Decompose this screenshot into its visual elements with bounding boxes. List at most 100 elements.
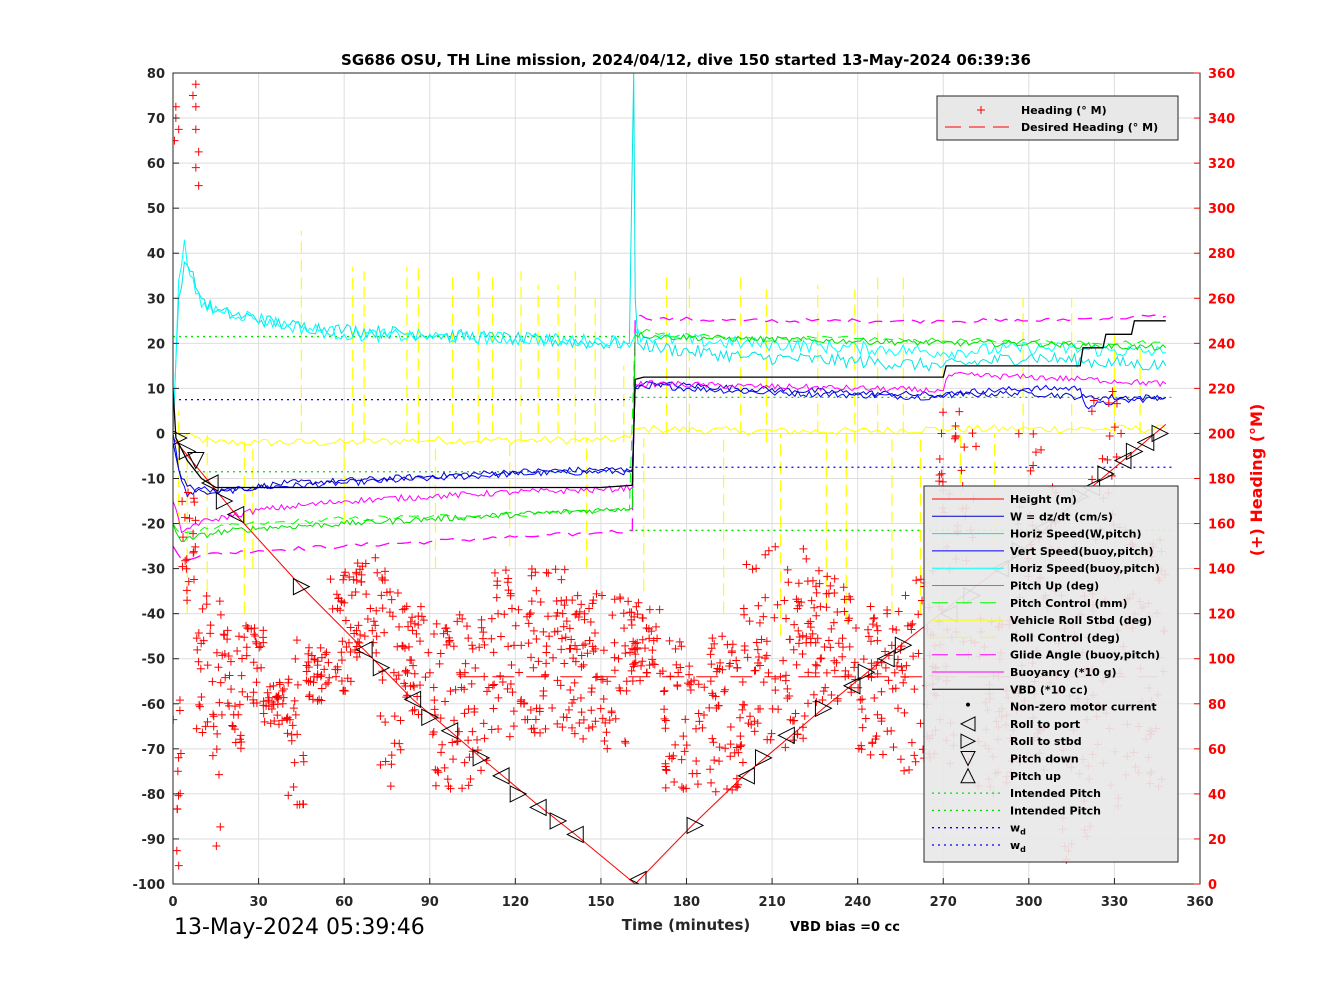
heading-point xyxy=(700,683,709,692)
heading-point xyxy=(293,800,302,809)
heading-point xyxy=(519,699,528,708)
heading-point xyxy=(278,716,287,725)
heading-point xyxy=(939,408,948,417)
heading-point xyxy=(313,670,322,679)
heading-point xyxy=(182,586,191,595)
heading-point xyxy=(179,533,188,542)
heading-point xyxy=(304,658,313,667)
marker-tri-left xyxy=(566,825,584,844)
heading-point xyxy=(173,805,182,814)
heading-point xyxy=(556,681,565,690)
heading-point xyxy=(212,745,221,754)
heading-point xyxy=(579,715,588,724)
heading-point xyxy=(339,686,348,695)
heading-point xyxy=(226,657,235,666)
heading-point xyxy=(492,593,501,602)
heading-point xyxy=(509,707,518,716)
heading-point xyxy=(223,635,232,644)
heading-point xyxy=(894,607,903,616)
heading-point xyxy=(506,680,515,689)
heading-point xyxy=(372,632,381,641)
heading-point xyxy=(196,664,205,673)
heading-point xyxy=(877,687,886,696)
heading-point xyxy=(572,645,581,654)
heading-point xyxy=(557,634,566,643)
heading-point xyxy=(355,565,364,574)
heading-point xyxy=(587,706,596,715)
heading-point xyxy=(372,648,381,657)
heading-point xyxy=(462,622,471,631)
pitch-control-line xyxy=(173,328,1166,534)
heading-point xyxy=(661,783,670,792)
heading-point xyxy=(811,668,820,677)
heading-point xyxy=(347,591,356,600)
heading-point xyxy=(824,636,833,645)
heading-point xyxy=(508,688,517,697)
heading-point xyxy=(401,666,410,675)
heading-point xyxy=(734,780,743,789)
heading-point xyxy=(378,604,387,613)
legend-label: W = dz/dt (cm/s) xyxy=(1010,510,1113,523)
heading-point xyxy=(269,700,278,709)
heading-point xyxy=(183,596,192,605)
heading-point xyxy=(898,666,907,675)
marker-tri-left xyxy=(737,767,755,785)
right-axis-label: (+) Heading (°M) xyxy=(1247,404,1266,557)
marker-tri-right xyxy=(509,785,528,803)
heading-point xyxy=(408,613,417,622)
heading-point xyxy=(541,724,550,733)
heading-point xyxy=(503,684,512,693)
heading-point xyxy=(588,599,597,608)
x-tick-label: 150 xyxy=(587,895,614,910)
heading-point xyxy=(727,647,736,656)
heading-point xyxy=(888,624,897,633)
heading-point xyxy=(896,755,905,764)
heading-point xyxy=(785,635,794,644)
heading-point xyxy=(487,725,496,734)
heading-point xyxy=(212,842,221,851)
heading-point xyxy=(532,635,541,644)
heading-point xyxy=(442,640,451,649)
heading-point xyxy=(833,607,842,616)
heading-point xyxy=(632,602,641,611)
heading-point xyxy=(223,699,232,708)
heading-point xyxy=(649,636,658,645)
heading-point xyxy=(249,658,258,667)
heading-point xyxy=(603,677,612,686)
heading-point xyxy=(830,574,839,583)
heading-point xyxy=(901,673,910,682)
heading-point xyxy=(579,641,588,650)
heading-point xyxy=(628,677,637,686)
heading-point xyxy=(570,678,579,687)
heading-point xyxy=(531,715,540,724)
heading-point xyxy=(725,662,734,671)
heading-point xyxy=(535,704,544,713)
y-left-tick-label: -20 xyxy=(142,518,166,533)
y-left-tick-label: 20 xyxy=(147,337,165,352)
legend-swatch xyxy=(960,751,976,767)
heading-point xyxy=(227,685,236,694)
heading-point xyxy=(242,651,251,660)
heading-point xyxy=(832,658,841,667)
heading-point xyxy=(283,729,292,738)
heading-point xyxy=(291,710,300,719)
heading-point xyxy=(726,752,735,761)
heading-point xyxy=(561,633,570,642)
y-right-tick-label: 220 xyxy=(1208,382,1235,397)
heading-point xyxy=(607,708,616,717)
y-right-tick-label: 60 xyxy=(1208,743,1226,758)
heading-point xyxy=(732,774,741,783)
heading-point xyxy=(585,636,594,645)
heading-point xyxy=(450,716,459,725)
series-line xyxy=(173,381,1167,495)
heading-point xyxy=(421,673,430,682)
heading-point xyxy=(214,770,223,779)
heading-point xyxy=(723,640,732,649)
heading-point xyxy=(894,655,903,664)
heading-point xyxy=(679,784,688,793)
heading-point xyxy=(410,669,419,678)
heading-point xyxy=(707,660,716,669)
y-right-tick-label: 260 xyxy=(1208,292,1235,307)
heading-point xyxy=(194,657,203,666)
heading-point xyxy=(715,743,724,752)
